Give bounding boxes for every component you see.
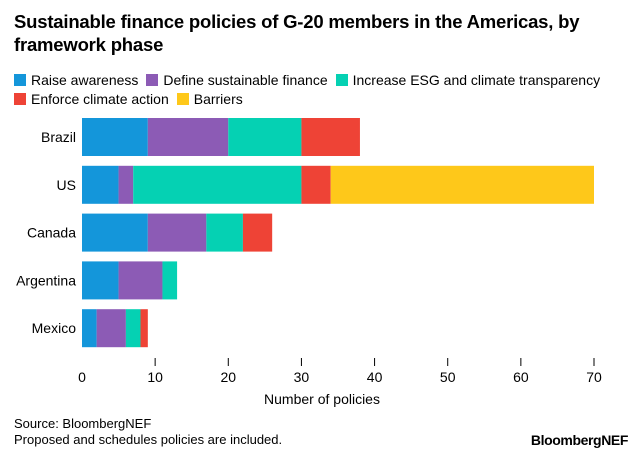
legend-swatch bbox=[14, 74, 26, 86]
x-tick-label: 40 bbox=[367, 369, 383, 385]
legend-item: Enforce climate action bbox=[14, 90, 169, 109]
bar-segment bbox=[147, 118, 229, 156]
bar-segment bbox=[330, 165, 594, 204]
x-tick-label: 30 bbox=[294, 369, 310, 385]
legend-label: Barriers bbox=[193, 91, 243, 107]
x-tick-label: 10 bbox=[147, 369, 163, 385]
bar-segment bbox=[301, 165, 331, 204]
x-tick-label: 0 bbox=[78, 369, 86, 385]
legend-swatch bbox=[146, 74, 159, 86]
bar-segment bbox=[82, 165, 119, 204]
x-tick-label: 20 bbox=[220, 369, 236, 385]
category-label: Brazil bbox=[41, 129, 76, 145]
x-tick-label: 70 bbox=[586, 369, 602, 385]
x-tick-label: 50 bbox=[440, 369, 456, 385]
policy-note: Proposed and schedules policies are incl… bbox=[14, 432, 283, 447]
legend-label: Increase ESG and climate transparency bbox=[352, 72, 601, 88]
source-note: Source: BloombergNEF bbox=[14, 416, 152, 431]
legend-item: Barriers bbox=[176, 90, 243, 109]
bar-segment bbox=[162, 261, 178, 300]
bar-segment bbox=[242, 213, 273, 252]
category-label: Canada bbox=[27, 225, 76, 241]
legend-label: Enforce climate action bbox=[31, 91, 169, 107]
category-label: US bbox=[57, 177, 76, 193]
bar-segment bbox=[82, 309, 97, 348]
x-axis-label: Number of policies bbox=[264, 391, 380, 407]
bar-segment bbox=[301, 118, 360, 156]
legend-item: Increase ESG and climate transparency bbox=[335, 71, 601, 90]
bar-segment bbox=[82, 118, 148, 156]
bar-segment bbox=[118, 165, 134, 204]
category-label: Mexico bbox=[32, 320, 77, 336]
legend-label: Define sustainable finance bbox=[163, 72, 328, 88]
bar-segment bbox=[147, 213, 207, 252]
legend-item: Raise awareness bbox=[14, 71, 138, 90]
legend-item: Define sustainable finance bbox=[146, 71, 328, 90]
chart-title: Sustainable finance policies of G-20 mem… bbox=[14, 11, 580, 55]
legend-swatch bbox=[14, 93, 26, 105]
bar-segment bbox=[118, 261, 163, 300]
bar-segment bbox=[206, 213, 243, 252]
legend-label: Raise awareness bbox=[31, 72, 139, 88]
bar-segment bbox=[82, 213, 148, 252]
bar-segment bbox=[140, 309, 148, 348]
legend: Raise awareness Define sustainable financ… bbox=[14, 71, 634, 109]
bar-segment bbox=[82, 261, 119, 300]
category-label: Argentina bbox=[16, 272, 76, 288]
bar-segment bbox=[228, 118, 302, 156]
bar-segment bbox=[96, 309, 126, 348]
footer: Source: BloombergNEF Proposed and schedu… bbox=[14, 416, 282, 448]
legend-swatch bbox=[335, 74, 348, 86]
bar-segment bbox=[125, 309, 141, 348]
x-tick-label: 60 bbox=[513, 369, 529, 385]
bar-segment bbox=[133, 165, 302, 204]
bloombergnef-logo: BloombergNEF bbox=[530, 432, 628, 448]
legend-swatch bbox=[176, 93, 189, 105]
